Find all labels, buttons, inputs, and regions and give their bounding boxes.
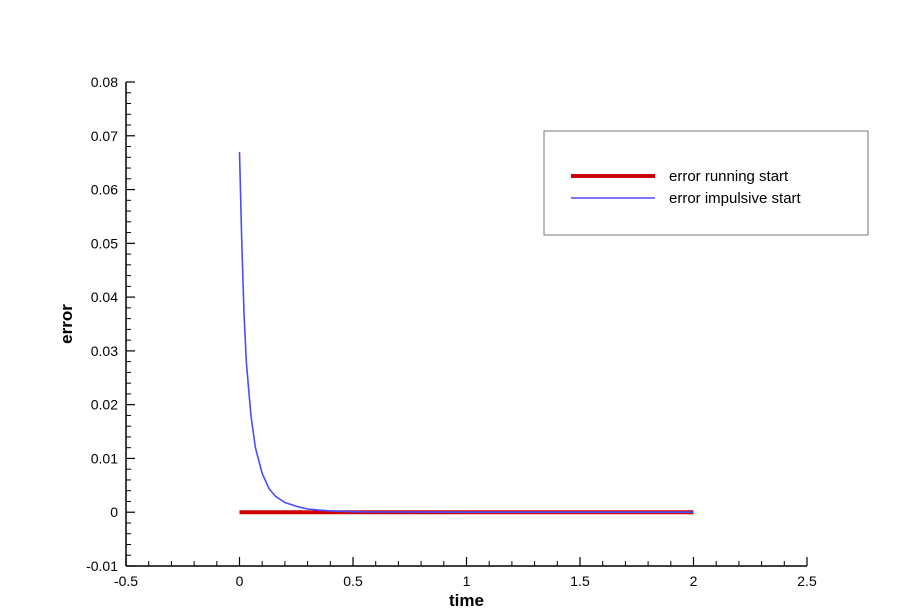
- y-axis-label: error: [57, 304, 76, 344]
- x-tick-label: 0.5: [343, 573, 363, 589]
- x-tick-label: 2.5: [797, 573, 817, 589]
- y-tick-label: 0.06: [91, 182, 118, 198]
- x-tick-label: 2: [690, 573, 698, 589]
- legend: error running start error impulsive start: [543, 130, 869, 236]
- legend-label-1: error running start: [669, 168, 789, 185]
- axes: -0.5 0 0.5 1 1.5 2 2.5 -0.01 0 0.01 0.02 0.03 0.04 0.…: [86, 74, 817, 589]
- x-tick-label: 1: [463, 573, 471, 589]
- y-tick-label: 0.02: [91, 397, 118, 413]
- legend-box: [543, 130, 869, 236]
- y-tick-label: 0.03: [91, 343, 118, 359]
- x-tick-label: 0: [236, 573, 244, 589]
- y-tick-label: 0.05: [91, 235, 118, 251]
- series-line-2: [238, 151, 694, 514]
- y-tick-label: 0: [110, 504, 118, 520]
- series-layer: [238, 151, 694, 515]
- x-tick-label: -0.5: [114, 573, 138, 589]
- y-tick-label: 0.08: [91, 74, 118, 90]
- x-axis-label: time: [449, 591, 484, 610]
- x-tick-label: 1.5: [570, 573, 590, 589]
- y-tick-label: -0.01: [86, 558, 118, 574]
- y-tick-label: 0.04: [91, 289, 118, 305]
- legend-label-2: error impulsive start: [669, 190, 802, 207]
- y-tick-label: 0.01: [91, 450, 118, 466]
- y-tick-label: 0.07: [91, 128, 118, 144]
